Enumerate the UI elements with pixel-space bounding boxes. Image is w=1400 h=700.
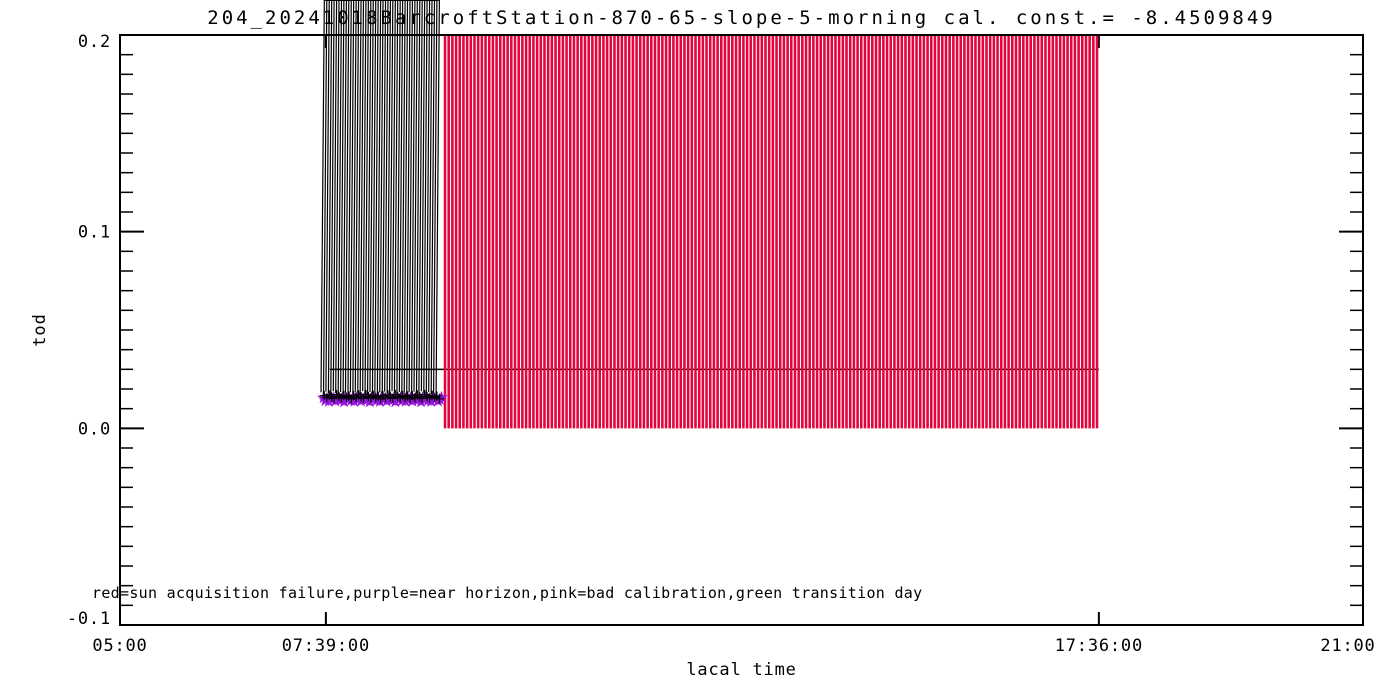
x-axis-ticks: 05:00 07:39:00 17:36:00 21:00 [92,612,1375,656]
y-tick-label: 0.1 [78,223,111,243]
x-tick-label: 05:00 [92,636,147,656]
scatter-point-star [435,390,448,403]
x-tick-label: 17:36:00 [1055,636,1143,656]
x-axis-label: lacal time [686,660,797,680]
y-tick-label: 0.0 [78,419,111,439]
x-tick-label: 21:00 [1320,636,1375,656]
plot-frame [119,34,1364,626]
series-black-measurements [319,0,444,404]
y-axis-ticks: 0.2 0.1 0.0 -0.1 [67,32,1363,629]
plot-title: 204_20241018BarcroftStation-870-65-slope… [207,7,1276,29]
legend-note: red=sun acquisition failure,purple=near … [92,584,923,602]
scatter-point-asterisk [398,0,444,404]
red-flag-region [443,35,1099,429]
y-tick-label: 0.2 [78,32,111,52]
x-tick-label: 07:39:00 [282,636,370,656]
y-tick-label: -0.1 [67,609,111,629]
